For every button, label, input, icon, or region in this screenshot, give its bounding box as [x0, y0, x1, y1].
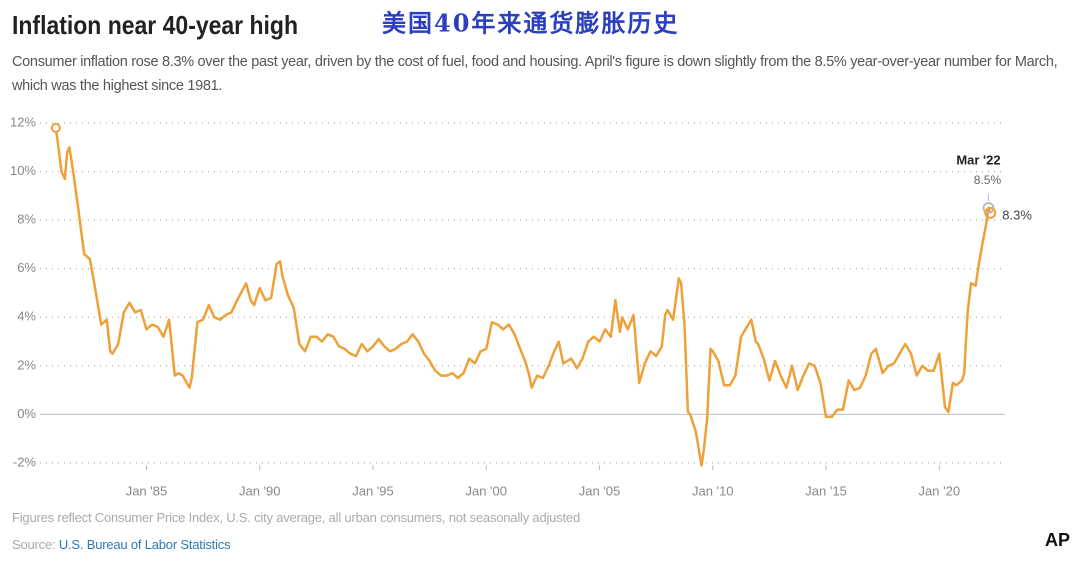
logo: AP — [1045, 530, 1070, 550]
x-tick-label: Jan '05 — [579, 483, 621, 498]
y-tick-label: 4% — [17, 309, 36, 324]
x-tick-label: Jan '10 — [692, 483, 734, 498]
subtitle: Consumer inflation rose 8.3% over the pa… — [12, 54, 1058, 94]
y-tick-label: 8% — [17, 212, 36, 227]
source: Source: U.S. Bureau of Labor Statistics — [12, 537, 231, 552]
x-tick-label: Jan '85 — [126, 483, 168, 498]
overlay-title: 美国40年来通货膨胀历史 — [382, 9, 679, 38]
x-tick-label: Jan '00 — [465, 483, 507, 498]
y-tick-label: 10% — [10, 163, 36, 178]
source-label: Source: — [12, 537, 56, 552]
note: Figures reflect Consumer Price Index, U.… — [12, 510, 580, 525]
start-marker — [50, 122, 61, 133]
x-tick-label: Jan '15 — [805, 483, 847, 498]
highlight-label: Mar '22 — [956, 152, 1000, 167]
y-tick-label: 2% — [17, 357, 36, 372]
highlight-value: 8.5% — [974, 173, 1002, 187]
series-line — [54, 127, 992, 467]
chart-title: Inflation near 40-year high — [12, 10, 298, 40]
x-tick-label: Jan '95 — [352, 483, 394, 498]
highlight-marker — [984, 206, 997, 219]
highlight-value: 8.3% — [1002, 207, 1032, 222]
source-link[interactable]: U.S. Bureau of Labor Statistics — [58, 537, 231, 552]
x-tick-label: Jan '20 — [919, 483, 961, 498]
y-tick-label: 12% — [10, 114, 36, 129]
x-tick-label: Jan '90 — [239, 483, 281, 498]
y-tick-label: 0% — [17, 406, 36, 421]
y-tick-label: 6% — [17, 260, 36, 275]
y-tick-label: -2% — [13, 454, 37, 469]
